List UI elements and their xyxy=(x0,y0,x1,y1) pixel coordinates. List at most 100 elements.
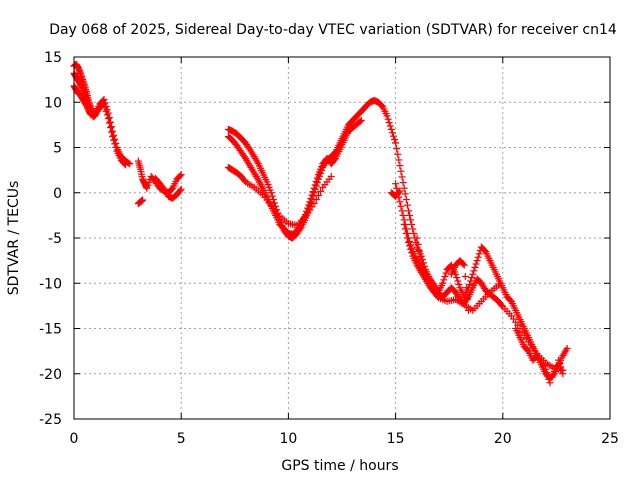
data-point-interp xyxy=(144,181,152,189)
data-point-interp xyxy=(414,240,422,248)
data-point xyxy=(417,259,425,267)
data-point-interp xyxy=(544,372,552,380)
data-point xyxy=(409,225,417,233)
data-point-interp xyxy=(558,366,566,374)
data-point-interp xyxy=(386,122,394,130)
data-point-interp xyxy=(401,190,409,198)
x-axis-label: GPS time / hours xyxy=(281,458,398,474)
data-point-interp xyxy=(401,225,409,233)
data-point-interp xyxy=(393,145,401,153)
data-point-interp xyxy=(466,280,474,288)
data-point-interp xyxy=(398,173,406,181)
data-point xyxy=(177,171,185,179)
data-point xyxy=(473,257,481,265)
data-point xyxy=(439,279,447,287)
chart-title: Day 068 of 2025, Sidereal Day-to-day VTE… xyxy=(49,22,617,38)
data-point-interp xyxy=(268,192,276,200)
data-point-interp xyxy=(103,111,111,119)
data-point-interp xyxy=(111,140,119,148)
y-tick-label: -10 xyxy=(39,276,62,292)
data-point xyxy=(357,116,365,124)
data-point xyxy=(310,184,318,192)
y-tick-label: -20 xyxy=(39,367,62,383)
data-point xyxy=(563,344,571,352)
data-point-interp xyxy=(106,124,114,132)
data-point-interp xyxy=(296,222,304,230)
data-point-interp xyxy=(461,272,469,280)
data-point xyxy=(306,198,314,206)
data-point-interp xyxy=(471,263,479,271)
data-point xyxy=(400,220,408,228)
data-point-interp xyxy=(548,373,556,381)
data-point-interp xyxy=(455,280,463,288)
data-point xyxy=(396,162,404,170)
data-point xyxy=(383,112,391,120)
axis-ticks: 0 5 10 15 20 25 -25 -20 -15 -10 -5 0 5 10 15 xyxy=(39,50,619,447)
data-point-interp xyxy=(388,129,396,137)
data-point xyxy=(104,115,112,123)
data-point-interp xyxy=(408,249,416,257)
data-point-interp xyxy=(441,272,449,280)
data-point-interp xyxy=(474,253,482,261)
data-point-interp xyxy=(408,220,416,228)
data-point-interp xyxy=(105,119,113,127)
data-point-interp xyxy=(308,191,316,199)
data-point-interp xyxy=(419,266,427,274)
data-point xyxy=(87,111,95,119)
data-point-interp xyxy=(402,229,410,237)
data-point xyxy=(121,161,129,169)
data-point xyxy=(417,252,425,260)
data-point-interp xyxy=(314,191,322,199)
y-tick-label: 5 xyxy=(53,141,62,157)
data-point xyxy=(392,180,400,188)
data-point-interp xyxy=(394,150,402,158)
data-point-interp xyxy=(468,274,476,282)
data-point xyxy=(109,133,117,141)
data-point-interp xyxy=(108,128,116,136)
data-point-interp xyxy=(397,202,405,210)
data-point-interp xyxy=(442,269,450,277)
data-point-interp xyxy=(384,115,392,123)
data-point-interp xyxy=(311,181,319,189)
data-point-interp xyxy=(312,177,320,185)
data-point-interp xyxy=(472,260,480,268)
data-point-interp xyxy=(407,245,415,253)
data-point xyxy=(177,185,185,193)
data-point-interp xyxy=(543,369,551,377)
data-point xyxy=(396,198,404,206)
data-point-interp xyxy=(462,284,470,292)
data-point-interp xyxy=(395,156,403,164)
data-point-interp xyxy=(120,160,128,168)
y-tick-label: 0 xyxy=(53,186,62,202)
data-point xyxy=(555,356,563,364)
data-point xyxy=(400,184,408,192)
data-point xyxy=(422,272,430,280)
data-point xyxy=(495,281,503,289)
data-point xyxy=(327,172,335,180)
x-tick-label: 25 xyxy=(601,431,619,447)
data-point-interp xyxy=(475,250,483,258)
data-point-interp xyxy=(556,360,564,368)
data-point-interp xyxy=(176,186,184,194)
data-point xyxy=(469,270,477,278)
data-point-interp xyxy=(399,211,407,219)
data-point xyxy=(310,200,318,208)
data-point-interp xyxy=(309,188,317,196)
data-point-interp xyxy=(406,242,414,250)
data-point-interp xyxy=(176,172,184,180)
data-point-interp xyxy=(395,188,403,196)
data-point-interp xyxy=(415,247,423,255)
data-point xyxy=(404,207,412,215)
x-tick-label: 10 xyxy=(279,431,297,447)
y-tick-label: 10 xyxy=(44,95,62,111)
data-point-interp xyxy=(550,367,558,375)
data-point-interp xyxy=(330,156,338,164)
data-point xyxy=(559,370,567,378)
y-axis-label: SDTVAR / TECUs xyxy=(6,181,22,296)
data-point-interp xyxy=(498,301,506,309)
y-tick-label: 15 xyxy=(44,50,62,66)
data-point-interp xyxy=(407,216,415,224)
data-point xyxy=(396,187,404,195)
data-point xyxy=(413,234,421,242)
